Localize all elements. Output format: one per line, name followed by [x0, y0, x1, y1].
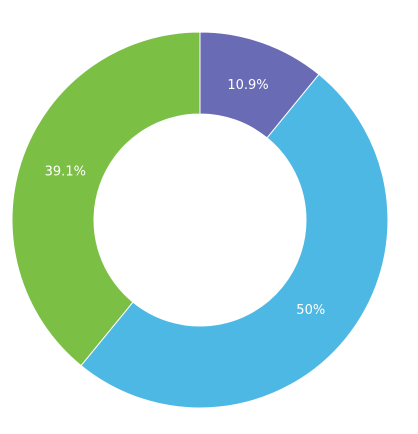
value-label: 39.1%: [45, 164, 86, 179]
value-label: 10.9%: [227, 78, 268, 93]
donut-slice: [80, 73, 389, 409]
donut-slice: [11, 31, 201, 367]
value-label: 50%: [296, 303, 325, 318]
